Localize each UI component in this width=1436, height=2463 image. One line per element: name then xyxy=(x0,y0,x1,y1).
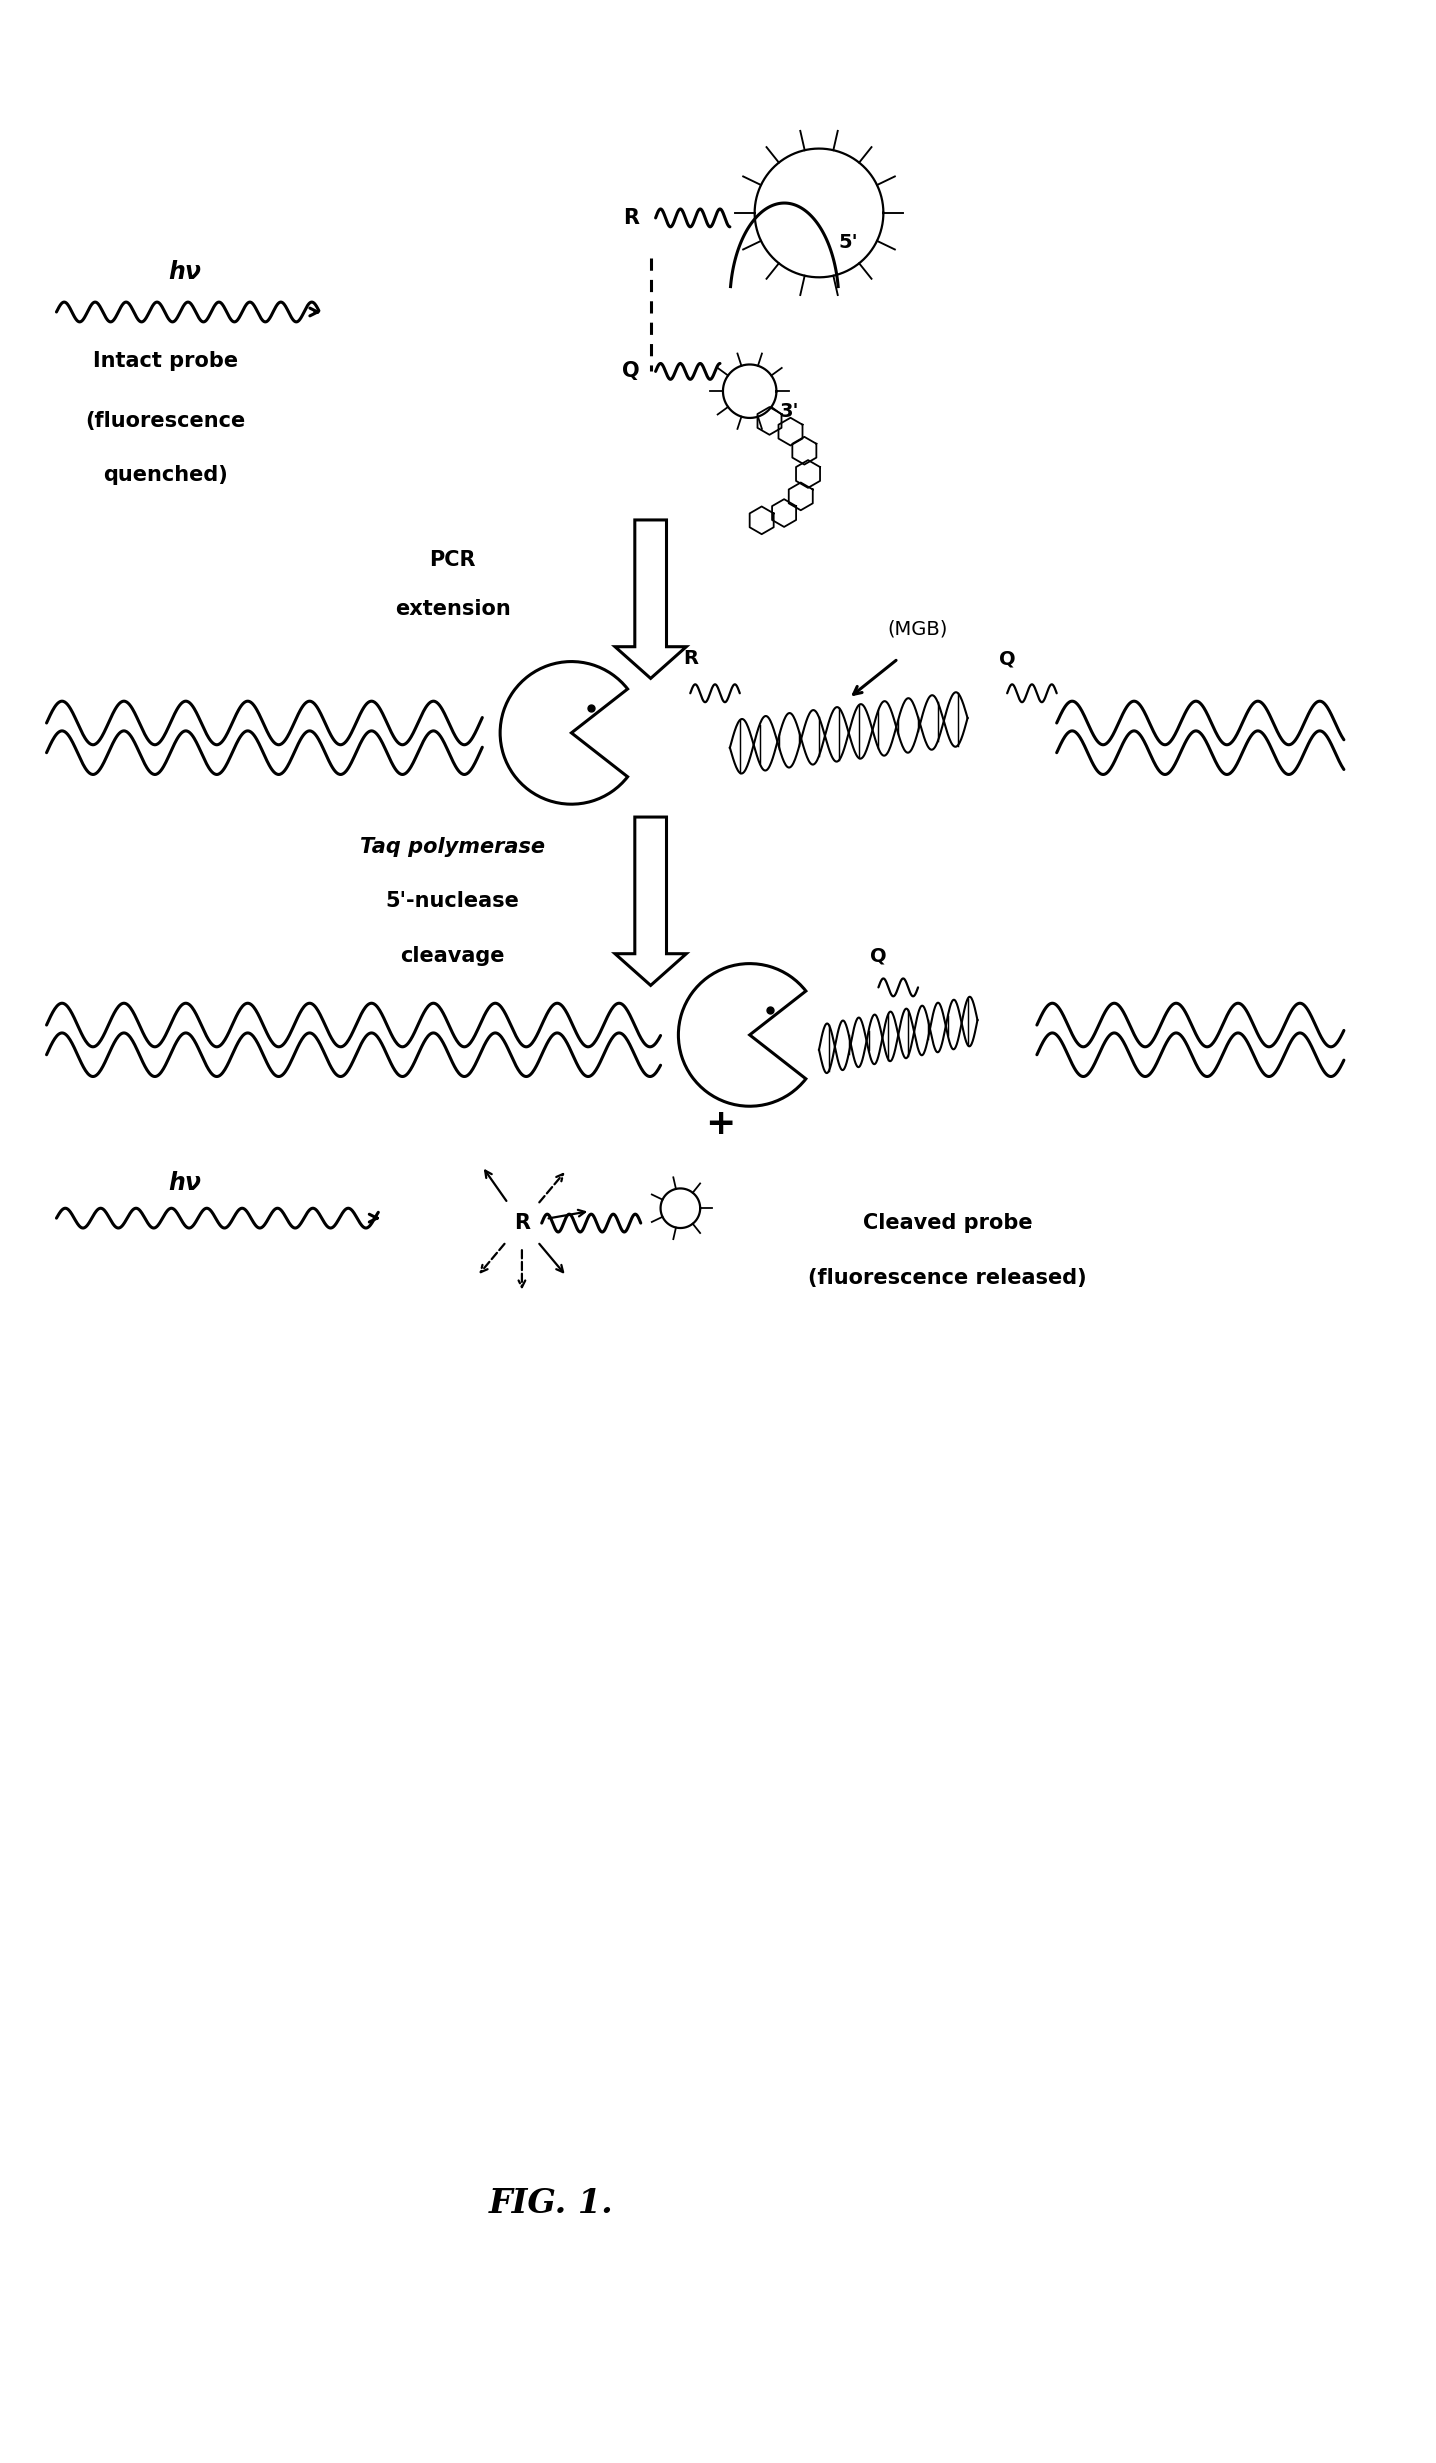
Text: R: R xyxy=(682,650,698,667)
Text: cleavage: cleavage xyxy=(401,946,505,965)
Text: hν: hν xyxy=(168,261,201,283)
Text: 5': 5' xyxy=(839,234,859,251)
Text: (MGB): (MGB) xyxy=(887,618,948,638)
Text: Taq polymerase: Taq polymerase xyxy=(360,837,546,857)
Text: PCR: PCR xyxy=(429,549,475,569)
Text: Q: Q xyxy=(870,946,887,965)
Text: Q: Q xyxy=(622,362,639,382)
Text: +: + xyxy=(705,1106,735,1140)
Text: quenched): quenched) xyxy=(103,466,228,485)
Text: (fluorescence: (fluorescence xyxy=(85,411,246,431)
Text: R: R xyxy=(623,207,639,229)
Text: 3': 3' xyxy=(780,401,798,421)
Text: (fluorescence released): (fluorescence released) xyxy=(808,1268,1087,1288)
Text: 5'-nuclease: 5'-nuclease xyxy=(386,892,520,911)
Polygon shape xyxy=(615,818,686,985)
Text: extension: extension xyxy=(395,599,510,618)
Text: Cleaved probe: Cleaved probe xyxy=(863,1214,1032,1234)
Text: FIG. 1.: FIG. 1. xyxy=(490,2187,615,2219)
Polygon shape xyxy=(615,520,686,677)
Text: hν: hν xyxy=(168,1172,201,1195)
Text: Q: Q xyxy=(999,650,1015,667)
Text: R: R xyxy=(514,1214,530,1234)
Wedge shape xyxy=(500,663,628,805)
Wedge shape xyxy=(678,963,806,1106)
Text: Intact probe: Intact probe xyxy=(93,352,238,372)
